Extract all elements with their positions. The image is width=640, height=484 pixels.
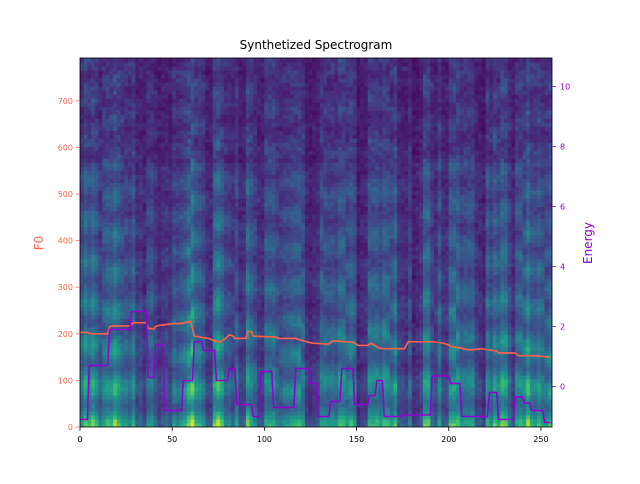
f0-axis-label: F0: [32, 236, 46, 251]
chart-title: Synthetized Spectrogram: [240, 38, 393, 52]
f0-tick-label: 400: [58, 237, 73, 246]
energy-axis-label: Energy: [581, 222, 595, 264]
energy-tick-label: 8: [560, 143, 565, 152]
x-tick-label: 250: [533, 435, 548, 444]
f0-tick-label: 700: [58, 97, 73, 106]
spectrogram-heatmap: [80, 58, 553, 428]
x-tick-label: 50: [167, 435, 177, 444]
x-tick-label: 0: [77, 435, 82, 444]
energy-tick-label: 10: [560, 83, 570, 92]
x-tick-label: 100: [257, 435, 272, 444]
energy-tick-label: 2: [560, 323, 565, 332]
energy-tick-label: 0: [560, 383, 565, 392]
f0-tick-label: 500: [58, 190, 73, 199]
f0-tick-label: 0: [68, 423, 73, 432]
f0-tick-label: 200: [58, 330, 73, 339]
f0-tick-label: 600: [58, 143, 73, 152]
energy-tick-label: 4: [560, 263, 565, 272]
energy-tick-label: 6: [560, 203, 565, 212]
x-tick-label: 200: [441, 435, 456, 444]
f0-tick-label: 100: [58, 376, 73, 385]
f0-tick-label: 300: [58, 283, 73, 292]
x-tick-label: 150: [349, 435, 364, 444]
